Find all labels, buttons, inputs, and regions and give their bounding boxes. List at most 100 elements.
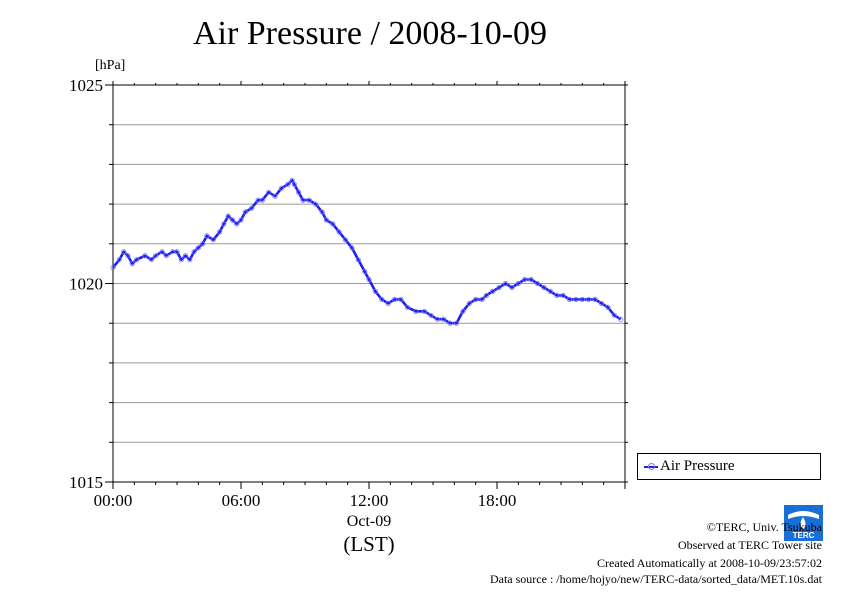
data-point xyxy=(195,245,201,251)
series-air-pressure xyxy=(110,177,624,326)
data-point xyxy=(129,260,135,267)
data-point xyxy=(238,217,244,223)
data-point xyxy=(229,217,236,223)
data-point xyxy=(509,284,515,291)
data-point xyxy=(116,257,123,263)
data-point xyxy=(336,229,342,235)
data-point xyxy=(385,300,391,306)
data-point xyxy=(342,237,349,243)
data-point xyxy=(142,253,148,259)
data-point xyxy=(242,209,248,215)
y-tick-label: 1025 xyxy=(69,76,103,95)
data-point xyxy=(522,276,528,283)
grid-lines xyxy=(113,124,625,443)
data-point xyxy=(573,296,579,302)
x-axis-title: (LST) xyxy=(343,532,394,556)
data-point xyxy=(355,257,361,263)
credit-site: Observed at TERC Tower site xyxy=(677,538,822,552)
data-point xyxy=(133,257,140,263)
data-point xyxy=(372,288,378,294)
data-point xyxy=(466,300,472,306)
data-point xyxy=(125,253,131,259)
x-tick-label: 12:00 xyxy=(350,491,389,510)
data-point xyxy=(272,193,278,199)
axis-ticks xyxy=(105,81,628,489)
data-point xyxy=(366,276,372,283)
data-point xyxy=(534,280,541,287)
data-point xyxy=(479,296,485,302)
data-point xyxy=(502,280,509,287)
credit-copyright: ©TERC, Univ. Tsukuba xyxy=(706,520,822,534)
chart-title: Air Pressure / 2008-10-09 xyxy=(192,15,548,52)
data-point xyxy=(362,268,368,275)
data-point xyxy=(204,233,210,239)
data-point xyxy=(541,284,547,291)
data-point xyxy=(413,308,419,314)
data-point xyxy=(313,201,319,207)
data-point xyxy=(605,304,611,310)
data-point xyxy=(618,316,624,322)
data-point xyxy=(266,189,272,195)
data-point xyxy=(515,280,521,287)
data-point xyxy=(289,177,295,183)
data-point xyxy=(598,300,605,306)
data-point xyxy=(528,276,534,283)
data-point xyxy=(110,264,116,271)
data-point xyxy=(404,304,410,310)
x-tick-label: 00:00 xyxy=(94,491,133,510)
data-point xyxy=(490,288,496,294)
y-tick-label: 1020 xyxy=(69,275,103,294)
data-point xyxy=(379,296,385,302)
data-point xyxy=(586,296,592,302)
data-point xyxy=(434,316,440,322)
data-point xyxy=(148,257,154,263)
x-tick-label: 18:00 xyxy=(478,491,517,510)
data-point xyxy=(428,312,434,318)
data-point xyxy=(153,253,159,259)
data-point xyxy=(496,284,502,291)
data-point xyxy=(159,249,165,255)
data-point xyxy=(221,221,227,227)
data-point xyxy=(234,221,240,227)
date-label: Oct-09 xyxy=(347,513,391,530)
axis-labels: 1015 1020 1025 00:00 06:00 12:00 18:00 [hPa] Oct… xyxy=(69,58,516,556)
data-point xyxy=(554,292,560,298)
data-point xyxy=(249,205,255,211)
data-point xyxy=(391,296,398,302)
y-tick-label: 1015 xyxy=(69,473,103,492)
data-point xyxy=(483,292,489,298)
x-tick-label: 06:00 xyxy=(222,491,261,510)
data-point xyxy=(319,209,325,215)
series-line-air-pressure xyxy=(111,179,622,325)
data-point xyxy=(163,253,169,259)
legend-label: Air Pressure xyxy=(660,458,735,474)
data-point xyxy=(182,253,189,259)
data-point xyxy=(300,197,306,203)
data-point xyxy=(323,217,329,223)
data-point xyxy=(473,296,479,302)
data-point xyxy=(306,197,312,203)
data-point xyxy=(330,221,336,227)
y-axis-unit-label: [hPa] xyxy=(95,58,125,73)
data-point xyxy=(278,185,285,191)
data-point xyxy=(566,296,573,302)
data-point xyxy=(291,181,297,187)
data-point xyxy=(579,296,585,302)
data-point xyxy=(447,320,453,326)
data-point xyxy=(285,181,291,187)
data-point xyxy=(210,237,216,243)
data-point xyxy=(200,241,206,247)
logo-text: TERC xyxy=(793,531,815,540)
data-point xyxy=(460,308,466,314)
legend: Air Pressure xyxy=(637,453,821,480)
data-point xyxy=(560,292,566,298)
data-point xyxy=(191,249,197,255)
data-point xyxy=(187,257,193,263)
data-point xyxy=(225,213,231,219)
legend-swatch-marker xyxy=(648,463,655,470)
data-point xyxy=(217,229,223,235)
data-point xyxy=(611,312,617,318)
data-point xyxy=(421,308,428,314)
data-point xyxy=(178,257,184,263)
